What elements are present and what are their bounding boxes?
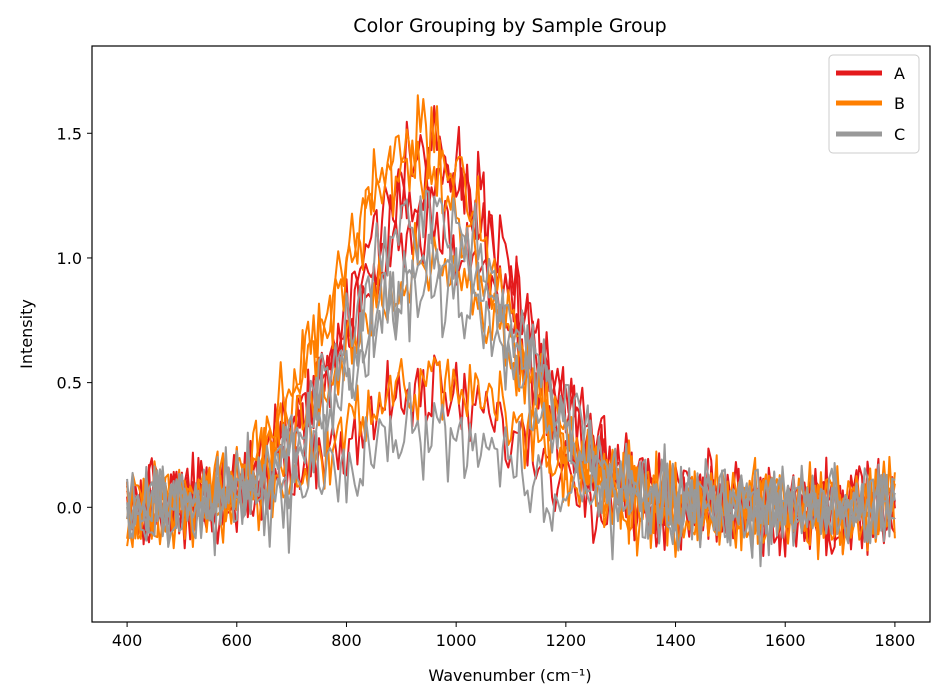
y-axis: 0.0 0.5 1.0 1.5 xyxy=(57,124,92,517)
x-tick-label: 1600 xyxy=(765,631,806,650)
legend-label-a: A xyxy=(894,64,905,83)
legend: A B C xyxy=(828,54,920,154)
y-axis-title: Intensity xyxy=(17,299,36,369)
y-tick-label: 1.5 xyxy=(57,124,82,143)
x-tick-label: 800 xyxy=(331,631,362,650)
y-tick-label: 0.5 xyxy=(57,374,82,393)
chart-title: Color Grouping by Sample Group xyxy=(353,15,666,37)
x-tick-label: 1200 xyxy=(545,631,586,650)
x-tick-label: 600 xyxy=(222,631,253,650)
series-layer xyxy=(126,94,896,568)
x-tick-label: 1800 xyxy=(875,631,916,650)
y-tick-label: 1.0 xyxy=(57,249,82,268)
plot-frame xyxy=(91,45,931,623)
x-axis-title: Wavenumber (cm⁻¹) xyxy=(428,666,591,685)
legend-label-c: C xyxy=(894,125,905,144)
series-line-c xyxy=(126,227,896,559)
x-axis: 400 600 800 1000 1200 1400 1600 1800 xyxy=(112,622,915,650)
legend-label-b: B xyxy=(894,94,905,113)
x-tick-label: 1000 xyxy=(436,631,477,650)
x-tick-label: 1400 xyxy=(655,631,696,650)
y-tick-label: 0.0 xyxy=(57,498,82,517)
x-tick-label: 400 xyxy=(112,631,143,650)
series-line-c xyxy=(126,381,896,561)
